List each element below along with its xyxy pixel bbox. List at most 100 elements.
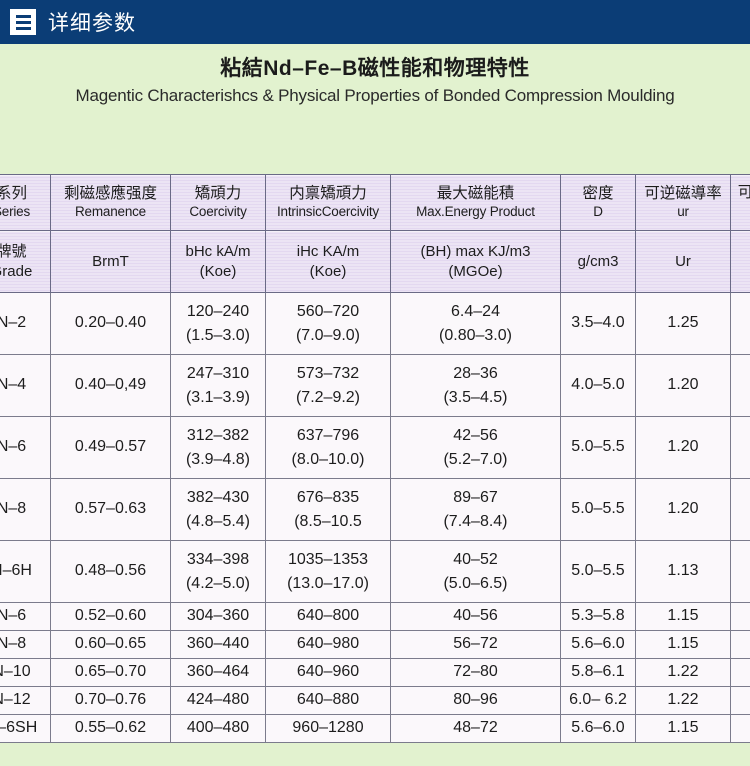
cell-temp-value: –0.06 <box>733 719 750 737</box>
cell-bhmax: 72–80 <box>390 658 561 687</box>
cell-bhmax: 48–72 <box>390 714 561 743</box>
header-row-units: 牌號 Grade BrmT bHc kA/m (Koe) iHc KA/m (K… <box>0 230 750 293</box>
cell-ihc-sub: (7.2–9.2) <box>295 388 361 406</box>
cell-temp: –0.11 <box>730 416 750 479</box>
cell-bhmax-value: 80–96 <box>453 691 498 709</box>
cell-grade-value: N–8 <box>0 635 27 653</box>
cell-bhc: 304–360 <box>170 602 266 631</box>
cell-bhc: 120–240 (1.5–3.0) <box>170 292 266 355</box>
cell-bhmax-sub: (5.0–6.5) <box>443 574 508 592</box>
cell-density: 5.0–5.5 <box>560 416 636 479</box>
cell-density: 5.0–5.5 <box>560 540 636 603</box>
cell-bhmax-value: 40–56 <box>453 607 498 625</box>
cell-bhc: 360–440 <box>170 630 266 659</box>
header-en-density: D <box>593 204 603 220</box>
cell-temp-value: –0.11 <box>733 438 750 456</box>
cell-ur-value: 1.15 <box>667 635 699 653</box>
cell-density: 4.0–5.0 <box>560 354 636 417</box>
cell-bhmax: 56–72 <box>390 630 561 659</box>
table-title-cn: 粘結Nd–Fe–B磁性能和物理特性 <box>220 57 530 80</box>
cell-br: 0.65–0.70 <box>50 658 171 687</box>
cell-bhc-sub: (3.9–4.8) <box>185 450 251 468</box>
unit-grade-cn: 牌號 <box>0 243 27 260</box>
cell-ihc-main: 676–835 <box>296 489 360 507</box>
table-title-en: Magentic Characterishcs & Physical Prope… <box>75 86 675 106</box>
cell-bhmax-sub: (5.2–7.0) <box>443 450 508 468</box>
cell-temp: –0.11 <box>730 630 750 659</box>
cell-br: 0.20–0.40 <box>50 292 171 355</box>
table-row: N–8 0.60–0.65 360–440 640–980 56–72 5.6–6.0 1.… <box>0 630 750 659</box>
cell-bhc-sub: (4.8–5.4) <box>185 512 251 530</box>
cell-ihc: 560–720 (7.0–9.0) <box>265 292 391 355</box>
header-cell-coercivity: 矯頑力 Coercivity <box>170 174 266 231</box>
banner-title: 详细参数 <box>48 12 136 35</box>
cell-ihc-main: 637–796 <box>296 427 360 445</box>
cell-bhmax-sub: (0.80–3.0) <box>439 326 512 344</box>
header-cn-coercivity: 矯頑力 <box>194 185 242 203</box>
cell-ur-value: 1.20 <box>667 500 699 518</box>
cell-bhc-value: 360–464 <box>186 663 250 681</box>
unit-bhmax-1: (BH) max KJ/m3 <box>420 243 531 260</box>
unit-bhc-2: (Koe) <box>199 262 237 280</box>
cell-bhmax-main: 42–56 <box>453 427 498 445</box>
unit-cell-density: g/cm3 <box>560 230 636 293</box>
cell-density-value: 4.0–5.0 <box>571 376 625 394</box>
cell-ihc: 637–796 (8.0–10.0) <box>265 416 391 479</box>
unit-bhc-1: bHc kA/m <box>185 243 251 260</box>
cell-br: 0.55–0.62 <box>50 714 171 743</box>
cell-ur-value: 1.15 <box>667 719 699 737</box>
header-en-coercivity: Coercivity <box>189 204 247 220</box>
cell-ihc: 1035–1353 (13.0–17.0) <box>265 540 391 603</box>
cell-br: 0.70–0.76 <box>50 686 171 715</box>
header-cell-density: 密度 D <box>560 174 636 231</box>
cell-bhc: 247–310 (3.1–3.9) <box>170 354 266 417</box>
cell-ur-value: 1.13 <box>667 562 699 580</box>
cell-ur: 1.20 <box>635 478 731 541</box>
cell-grade-value: N–8 <box>0 500 27 518</box>
cell-ur: 1.13 <box>635 540 731 603</box>
unit-cell-bhc: bHc kA/m (Koe) <box>170 230 266 293</box>
cell-ihc: 640–960 <box>265 658 391 687</box>
cell-bhc: 334–398 (4.2–5.0) <box>170 540 266 603</box>
table-row: N–2 0.20–0.40 120–240 (1.5–3.0) 560–720 (7.0–… <box>0 292 750 355</box>
cell-density: 5.6–6.0 <box>560 714 636 743</box>
cell-temp-value: –0.11 <box>733 691 750 709</box>
cell-density-value: 3.5–4.0 <box>571 314 625 332</box>
cell-bhmax: 28–36 (3.5–4.5) <box>390 354 561 417</box>
header-cn-intrinsic: 内禀矯頑力 <box>289 185 367 203</box>
table-row: N–6H 0.48–0.56 334–398 (4.2–5.0) 1035–1353 (1… <box>0 540 750 603</box>
cell-grade-value: N–10 <box>0 663 31 681</box>
cell-temp: –0.11 <box>730 602 750 631</box>
cell-temp: –0.11 <box>730 354 750 417</box>
cell-bhc-value: 360–440 <box>186 635 250 653</box>
cell-bhmax-value: 72–80 <box>453 663 498 681</box>
cell-temp-value: –0.11 <box>733 314 750 332</box>
header-cell-intrinsic-coercivity: 内禀矯頑力 IntrinsicCoercivity <box>265 174 391 231</box>
cell-bhmax: 40–52 (5.0–6.5) <box>390 540 561 603</box>
unit-grade-en: Grade <box>0 262 33 280</box>
cell-bhc: 382–430 (4.8–5.4) <box>170 478 266 541</box>
cell-bhmax-main: 89–67 <box>453 489 498 507</box>
cell-br: 0.40–0,49 <box>50 354 171 417</box>
header-cell-energy-product: 最大磁能積 Max.Energy Product <box>390 174 561 231</box>
cell-density-value: 5.0–5.5 <box>571 500 625 518</box>
cell-bhmax: 40–56 <box>390 602 561 631</box>
unit-cell-ur: Ur <box>635 230 731 293</box>
cell-ihc-sub: (7.0–9.0) <box>295 326 361 344</box>
cell-bhc-main: 120–240 <box>186 303 250 321</box>
header-en-energy: Max.Energy Product <box>416 204 535 220</box>
cell-density-value: 5.3–5.8 <box>571 607 625 625</box>
cell-grade: N–2 <box>0 292 51 355</box>
cell-temp: –0.11 <box>730 686 750 715</box>
cell-grade-value: N–6H <box>0 562 32 580</box>
cell-grade-value: N–2 <box>0 314 27 332</box>
cell-temp-value: –0.09 <box>733 562 750 580</box>
unit-density-1: g/cm3 <box>577 252 619 270</box>
cell-bhc-value: 304–360 <box>186 607 250 625</box>
table-row: N–6SH 0.55–0.62 400–480 960–1280 48–72 5.6–6.… <box>0 714 750 743</box>
unit-ur-1: Ur <box>675 252 691 270</box>
header-cn-energy: 最大磁能積 <box>436 185 515 203</box>
cell-bhmax: 80–96 <box>390 686 561 715</box>
cell-temp: –0.11 <box>730 478 750 541</box>
cell-br-value: 0.52–0.60 <box>74 607 147 625</box>
